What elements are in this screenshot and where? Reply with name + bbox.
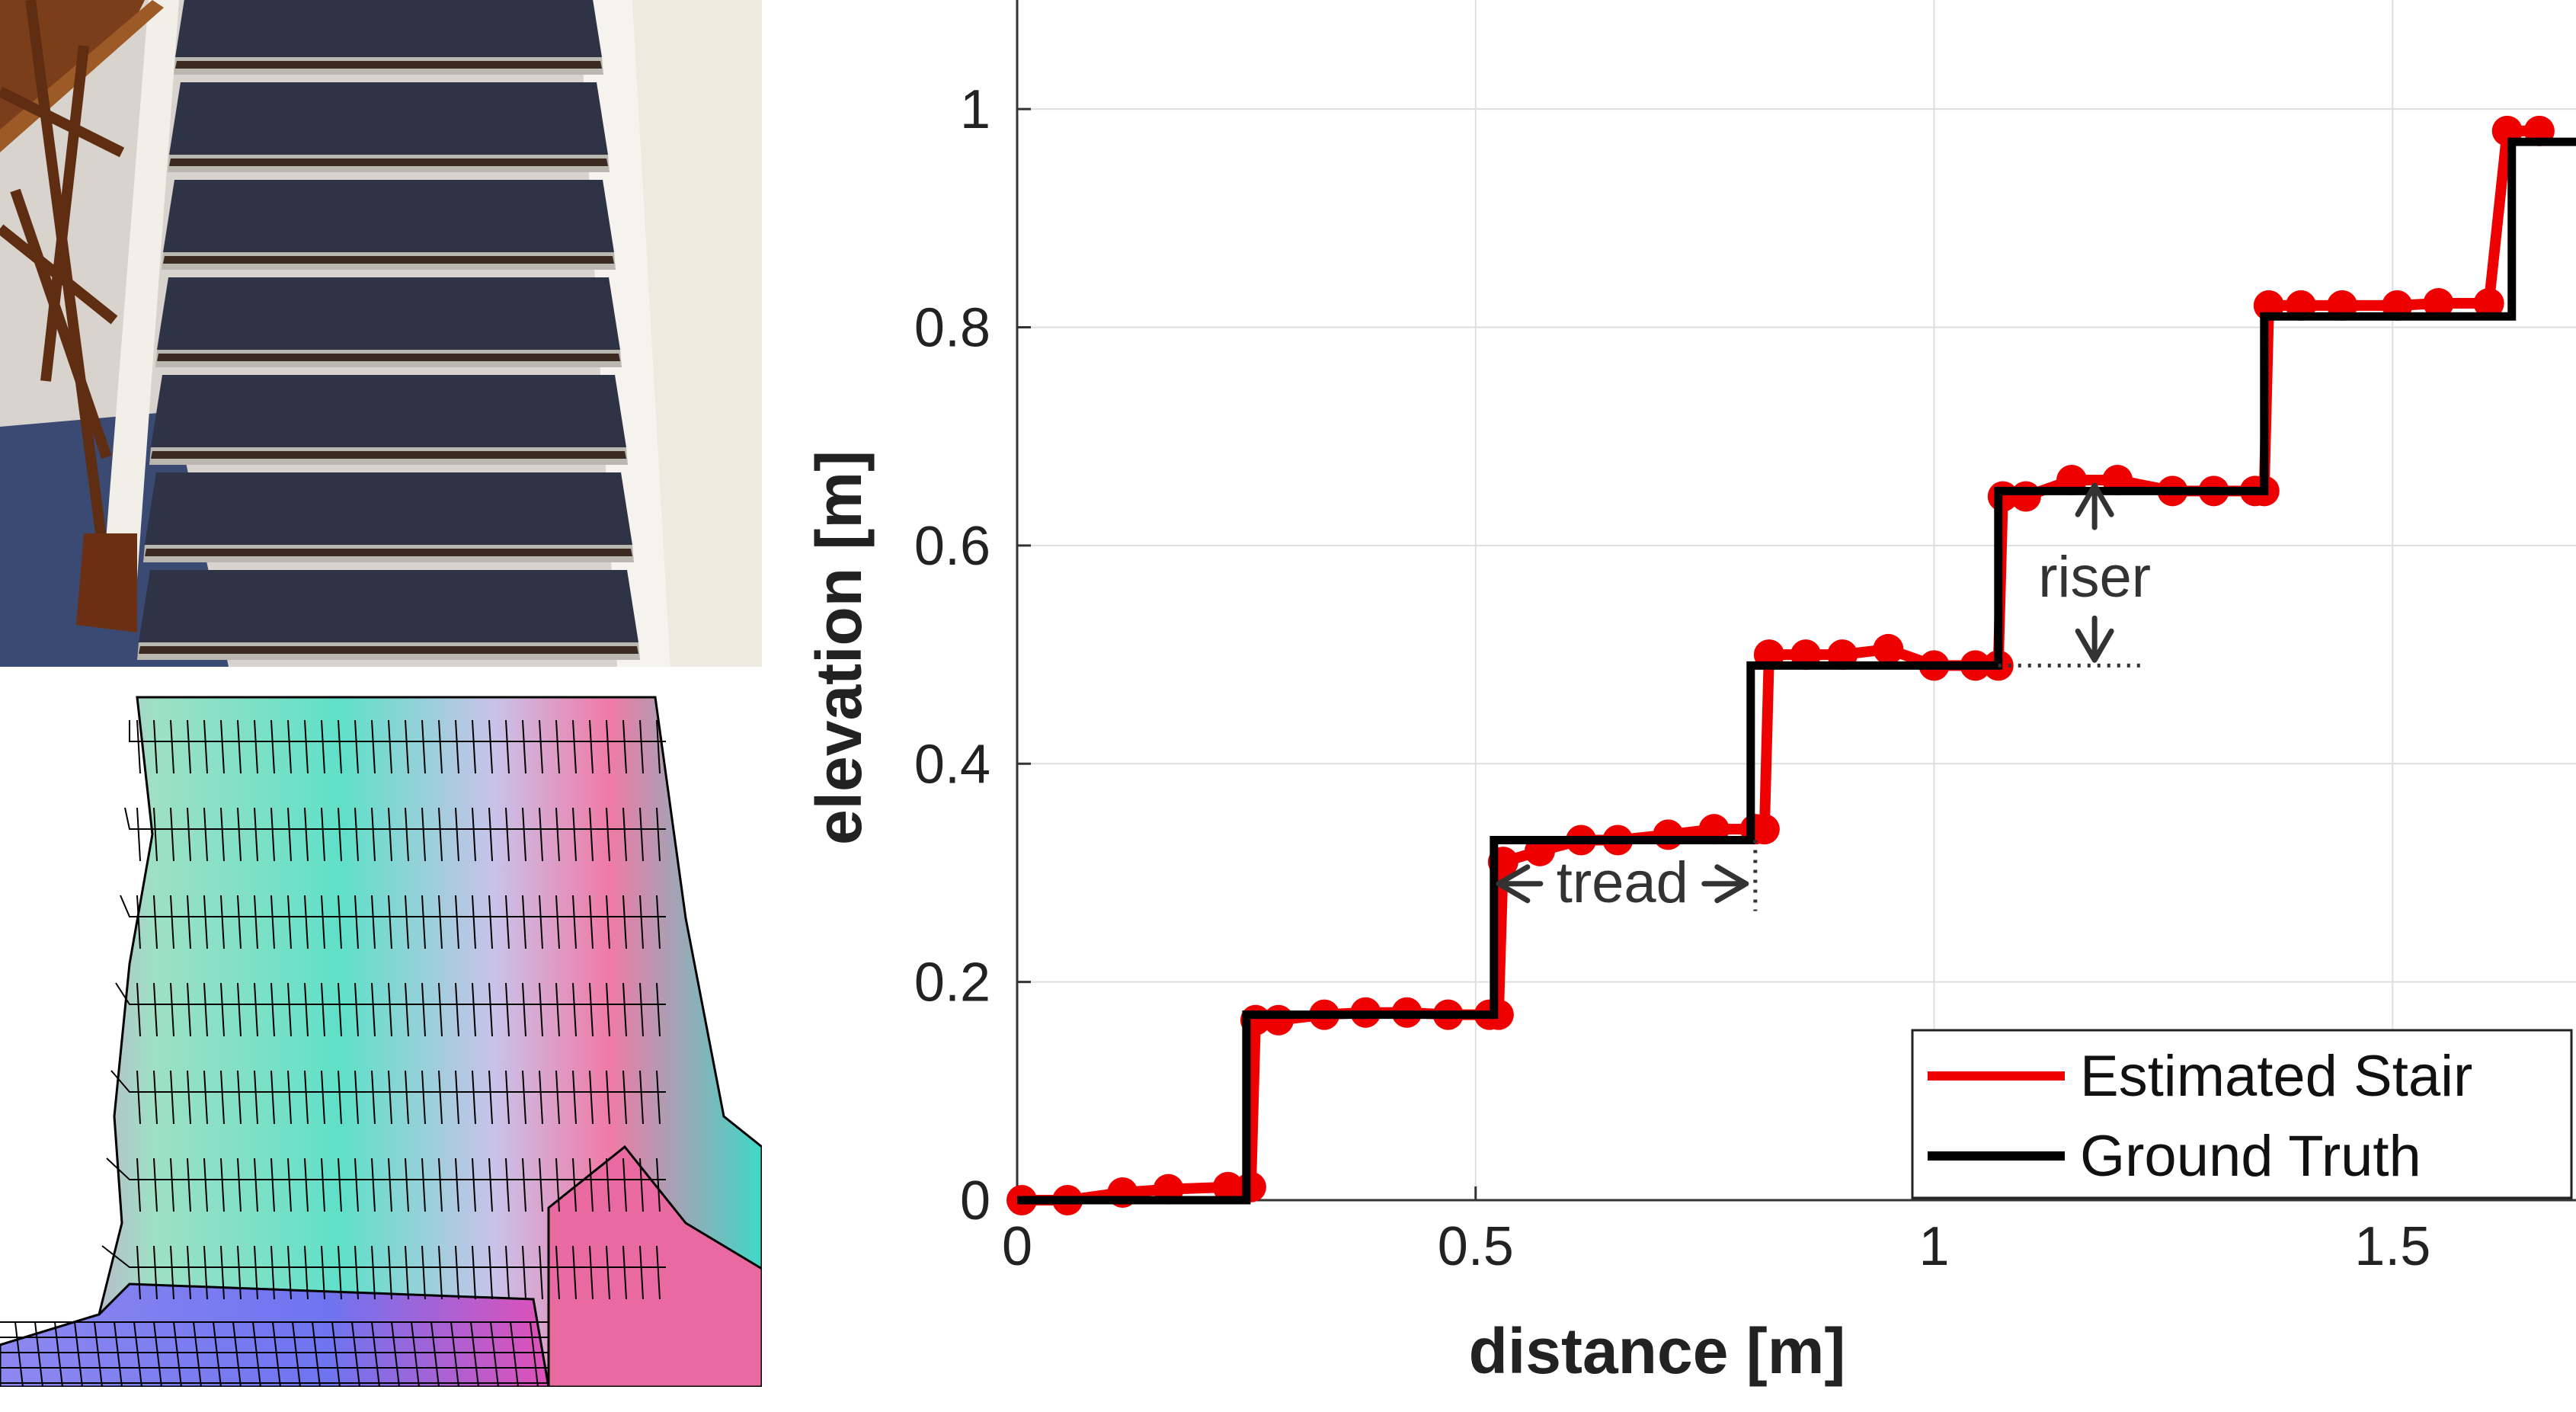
x-axis-label: distance [m] [1469, 1315, 1846, 1387]
estimated-stair-point [1749, 814, 1780, 845]
annotations: tread riser [1496, 482, 2151, 915]
x-tick-label: 0 [1002, 1216, 1032, 1277]
axes: 0 0.5 1 1.5 0 0.2 0.4 0.6 0.8 1 [914, 0, 2576, 1277]
annotation-riser: riser [2038, 545, 2151, 610]
estimated-stair-point [2473, 288, 2504, 319]
stair-elevation-mesh [0, 690, 762, 1387]
stair-mesh-drawing [0, 690, 762, 1387]
estimated-stair-point [1873, 633, 1904, 664]
estimated-stair-point [1653, 819, 1684, 850]
series-layer [1006, 115, 2576, 1215]
y-tick-label: 0 [960, 1170, 990, 1231]
tread-right-arrow [1701, 864, 1749, 904]
stair-photo-drawing [0, 0, 762, 667]
estimated-stair-point [1263, 1004, 1294, 1036]
stair-elevation-chart: 0 0.5 1 1.5 0 0.2 0.4 0.6 0.8 1 tread riser Estima… [762, 0, 2576, 1408]
y-tick-label: 1 [960, 79, 990, 140]
legend-label: Estimated Stair [2080, 1044, 2472, 1109]
x-tick-label: 1 [1919, 1216, 1950, 1277]
tread-left-arrow [1496, 864, 1544, 904]
estimated-stair-point [2423, 288, 2454, 319]
y-tick-label: 0.6 [914, 516, 990, 577]
x-tick-label: 1.5 [2354, 1216, 2430, 1277]
series-line-ground-truth [1017, 137, 2576, 1205]
stair-photo [0, 0, 762, 667]
riser-down-arrow [2075, 615, 2114, 663]
x-tick-label: 0.5 [1438, 1216, 1514, 1277]
estimated-stair-point [1212, 1171, 1243, 1202]
y-tick-label: 0.2 [914, 953, 990, 1013]
legend-box [1911, 1029, 2573, 1199]
riser-up-arrow [2075, 482, 2114, 530]
y-axis-label: elevation [m] [803, 450, 875, 845]
legend: Estimated Stair Ground Truth [1911, 1029, 2573, 1199]
annotation-tread: tread [1557, 850, 1688, 915]
estimated-stair-point [2010, 481, 2041, 512]
chart-svg: 0 0.5 1 1.5 0 0.2 0.4 0.6 0.8 1 tread riser Estima… [803, 0, 2576, 1387]
legend-label: Ground Truth [2080, 1124, 2421, 1189]
y-tick-label: 0.8 [914, 298, 990, 359]
y-tick-label: 0.4 [914, 734, 990, 795]
